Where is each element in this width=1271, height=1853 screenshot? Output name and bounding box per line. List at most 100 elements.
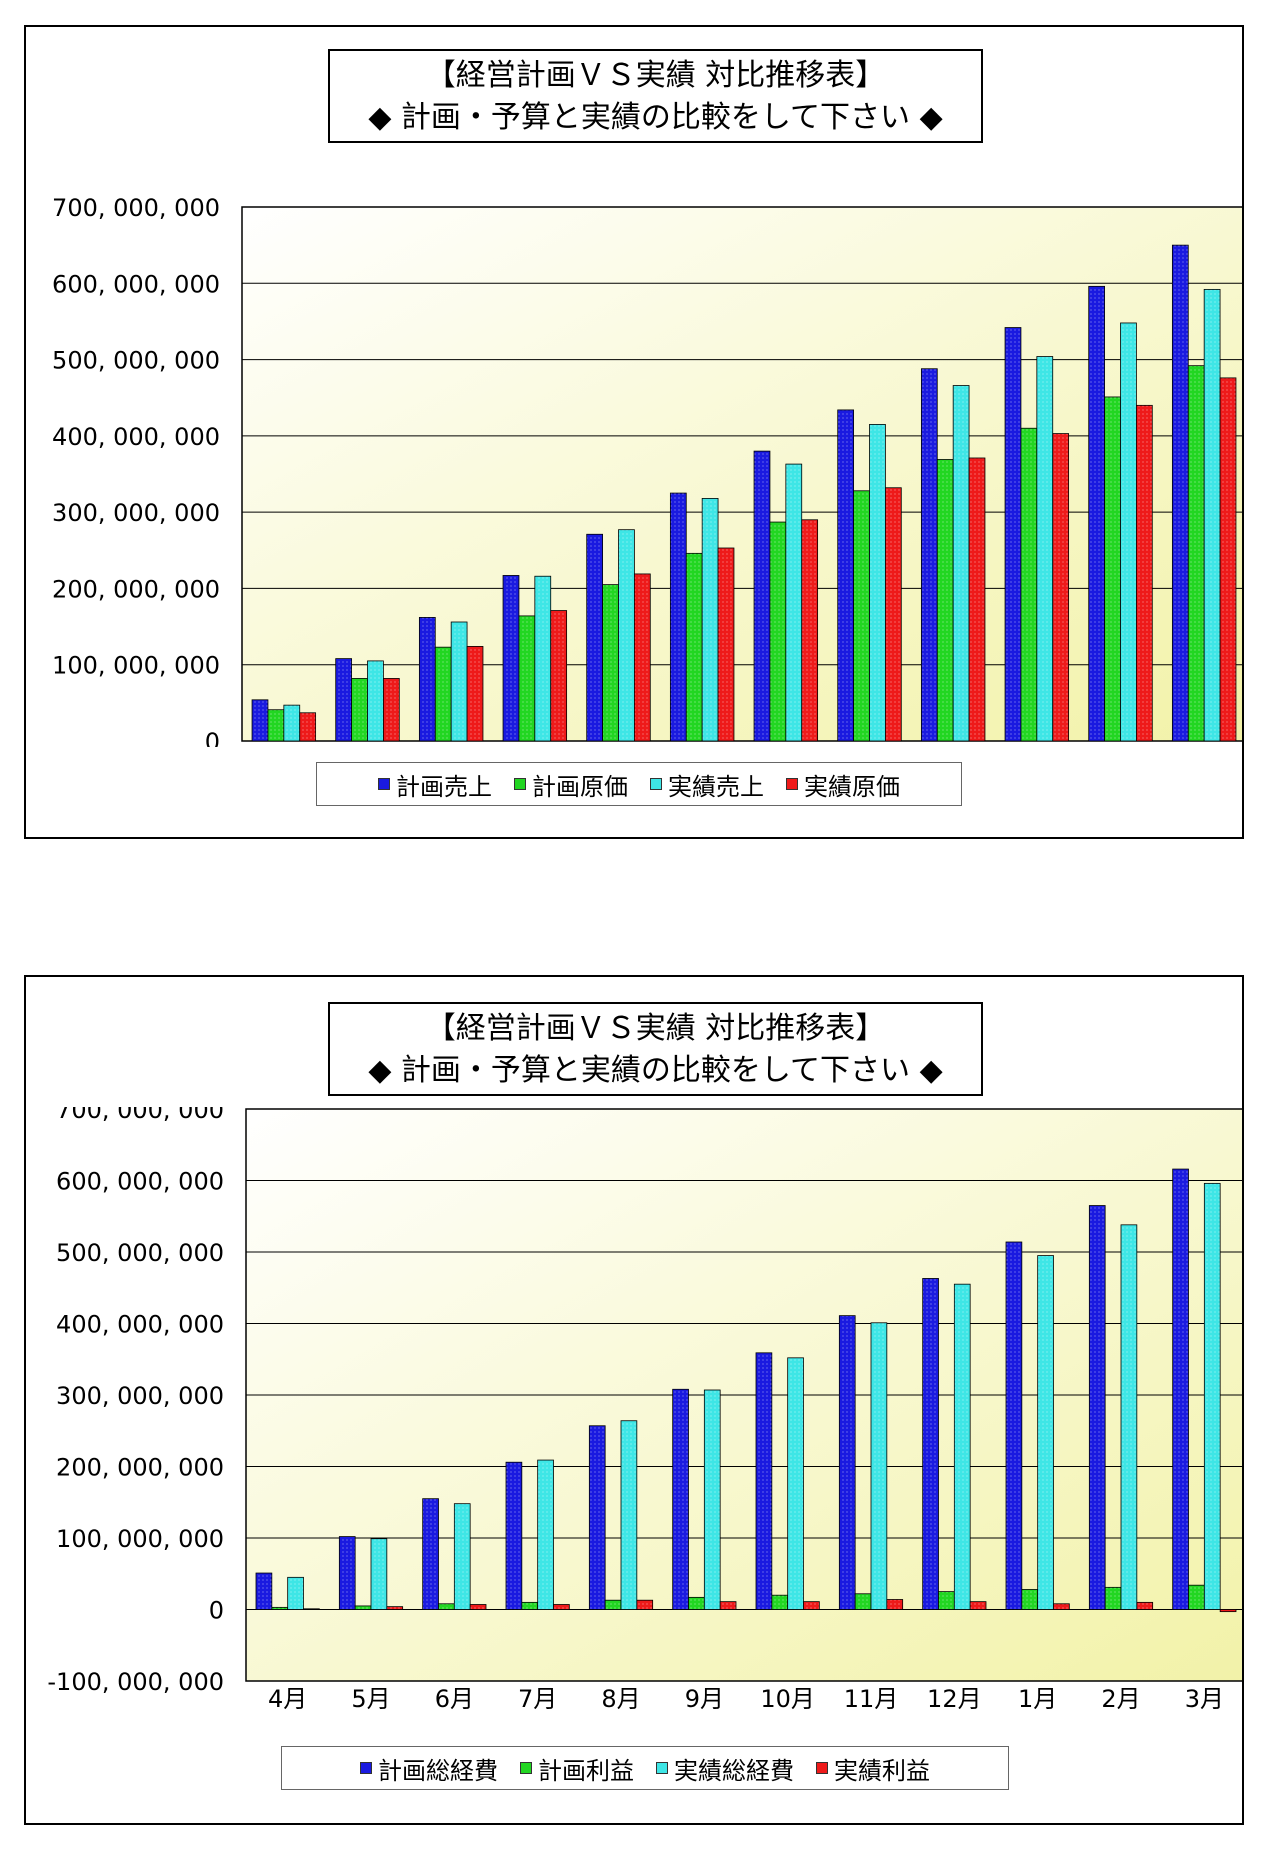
bar — [953, 1283, 971, 1610]
bar — [1004, 327, 1022, 742]
bar — [335, 658, 353, 742]
bar — [870, 1322, 888, 1610]
bar — [1052, 433, 1070, 742]
bar — [386, 1606, 404, 1610]
y-tick-label: 100, 000, 000 — [56, 1525, 224, 1553]
bar — [604, 1599, 622, 1610]
bar — [1171, 244, 1189, 742]
bar-chart-2: -100, 000, 000 0 100, 000, 000 200, 000, 00… — [47, 1107, 1242, 1713]
legend-item: 計画利益 — [520, 1751, 634, 1786]
bar — [303, 1608, 320, 1610]
bar — [287, 1576, 304, 1610]
bar — [438, 1603, 455, 1610]
chart-legend: 計画売上 計画原価 実績売上 実績原価 — [316, 762, 962, 806]
bar — [537, 1459, 554, 1610]
bar — [636, 1599, 654, 1610]
chart-title: 【経営計画ＶＳ実績 対比推移表】 — [425, 58, 886, 93]
bar — [952, 385, 970, 742]
y-tick-label: 700, 000, 000 — [56, 1107, 224, 1124]
bar — [267, 709, 285, 742]
bar — [351, 678, 368, 742]
bar — [803, 1601, 820, 1610]
bar — [838, 1315, 856, 1610]
bar — [669, 492, 687, 742]
bar — [884, 487, 902, 742]
legend-item: 計画総経費 — [360, 1751, 498, 1786]
legend-label: 計画原価 — [532, 772, 628, 801]
legend-swatch — [816, 1762, 828, 1774]
bar — [271, 1606, 289, 1610]
bar — [251, 699, 269, 742]
chart-panel-2: 【経営計画ＶＳ実績 対比推移表】 ◆ 計画・予算と実績の比較をして下さい ◆ -… — [24, 975, 1244, 1825]
bar — [685, 552, 703, 742]
y-tick-label: 300, 000, 000 — [56, 1382, 224, 1410]
x-tick-label: 3月 — [1185, 1685, 1224, 1713]
bar — [968, 457, 986, 742]
bar — [920, 368, 938, 742]
x-tick-label: 4月 — [264, 745, 303, 747]
x-tick-label: 6月 — [432, 745, 471, 747]
x-tick-label: 10月 — [759, 745, 814, 747]
bar — [521, 1601, 539, 1610]
bar — [1172, 1168, 1189, 1610]
bar — [755, 1352, 773, 1610]
bar — [633, 573, 651, 742]
x-tick-label: 12月 — [927, 1685, 982, 1713]
y-tick-label: 400, 000, 000 — [56, 1311, 224, 1339]
chart-title-box: 【経営計画ＶＳ実績 対比推移表】 ◆ 計画・予算と実績の比較をして下さい ◆ — [328, 49, 983, 143]
legend-swatch — [514, 778, 526, 790]
legend-swatch — [786, 778, 798, 790]
x-tick-label: 11月 — [844, 1685, 899, 1713]
legend-item: 実績利益 — [816, 1751, 930, 1786]
x-tick-label: 10月 — [760, 1685, 815, 1713]
legend-item: 実績総経費 — [656, 1751, 794, 1786]
x-tick-label: 4月 — [268, 1685, 307, 1713]
bar — [869, 424, 886, 742]
bar — [450, 621, 468, 742]
bar — [354, 1605, 372, 1610]
bar — [1104, 1586, 1122, 1610]
bar — [338, 1536, 356, 1610]
bar — [618, 529, 635, 742]
bar — [466, 646, 484, 742]
bar — [753, 450, 771, 742]
legend-swatch — [650, 778, 662, 790]
legend-item: 実績原価 — [786, 767, 900, 802]
chart-legend: 計画総経費 計画利益 実績総経費 実績利益 — [281, 1746, 1009, 1790]
bar — [469, 1604, 487, 1610]
x-tick-label: 12月 — [926, 745, 981, 747]
bar — [553, 1604, 570, 1610]
bar — [938, 1591, 955, 1610]
legend-label: 実績売上 — [668, 772, 764, 801]
x-tick-label: 1月 — [1017, 745, 1056, 747]
x-tick-label: 7月 — [515, 745, 554, 747]
bar — [382, 678, 400, 742]
legend-label: 計画総経費 — [378, 1756, 498, 1785]
bar — [586, 533, 604, 742]
bar — [771, 1594, 789, 1610]
legend-label: 実績原価 — [804, 772, 900, 801]
bar — [853, 490, 870, 742]
x-tick-label: 9月 — [683, 745, 722, 747]
bar — [534, 575, 552, 742]
bar — [1120, 322, 1137, 742]
bar — [769, 521, 787, 742]
bar — [936, 459, 954, 742]
x-tick-label: 3月 — [1185, 745, 1224, 747]
legend-swatch — [378, 778, 390, 790]
bar — [717, 547, 735, 742]
bar — [854, 1593, 872, 1610]
bar — [299, 712, 317, 742]
y-tick-label: 0 — [209, 1597, 224, 1625]
bar — [620, 1420, 638, 1610]
y-tick-label: 300, 000, 000 — [52, 499, 220, 527]
bar — [255, 1572, 273, 1610]
y-tick-label: 700, 000, 000 — [52, 194, 220, 222]
bar — [1037, 1255, 1054, 1610]
legend-item: 計画売上 — [378, 767, 492, 802]
bar — [505, 1461, 523, 1610]
bar — [1203, 288, 1221, 742]
x-tick-label: 5月 — [351, 1685, 390, 1713]
legend-item: 計画原価 — [514, 767, 628, 802]
x-tick-label: 7月 — [518, 1685, 557, 1713]
